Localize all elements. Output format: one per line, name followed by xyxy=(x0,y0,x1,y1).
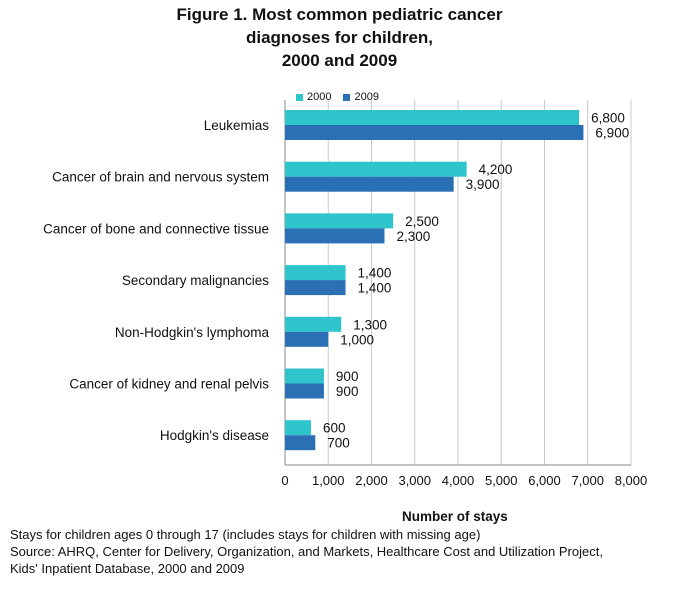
data-label-2000: 600 xyxy=(323,421,346,436)
footnote-source: Source: AHRQ, Center for Delivery, Organ… xyxy=(10,544,603,559)
x-tick-label: 1,000 xyxy=(312,473,345,488)
bar-2009 xyxy=(285,280,346,296)
bar-2009 xyxy=(285,331,329,347)
data-label-2000: 1,400 xyxy=(358,266,392,281)
category-label: Hodgkin's disease xyxy=(160,428,269,443)
x-tick-label: 8,000 xyxy=(615,473,648,488)
bar-2009 xyxy=(285,435,316,451)
x-tick-label: 5,000 xyxy=(485,473,518,488)
data-label-2009: 1,000 xyxy=(340,332,374,347)
x-tick-label: 6,000 xyxy=(528,473,561,488)
legend-label-2009: 2009 xyxy=(354,91,379,103)
x-axis-label: Number of stays xyxy=(402,509,508,524)
category-label: Cancer of brain and nervous system xyxy=(52,170,269,185)
bar-2000 xyxy=(285,161,467,177)
chart-title-line-1: Figure 1. Most common pediatric cancer xyxy=(176,5,503,24)
category-label: Secondary malignancies xyxy=(122,273,269,288)
data-label-2009: 2,300 xyxy=(396,229,430,244)
x-tick-label: 4,000 xyxy=(442,473,475,488)
legend-swatch-2000 xyxy=(296,93,303,101)
x-tick-label: 3,000 xyxy=(398,473,431,488)
x-tick-label: 0 xyxy=(281,473,288,488)
x-tick-label: 2,000 xyxy=(355,473,388,488)
bar-2009 xyxy=(285,176,454,192)
bar-2009 xyxy=(285,228,385,244)
footnote-stays: Stays for children ages 0 through 17 (in… xyxy=(10,527,481,542)
legend-label-2000: 2000 xyxy=(307,91,332,103)
data-label-2000: 900 xyxy=(336,369,359,384)
data-label-2009: 700 xyxy=(327,436,350,451)
x-tick-label: 7,000 xyxy=(571,473,604,488)
legend: 2000 2009 xyxy=(296,91,387,103)
data-label-2000: 1,300 xyxy=(353,317,387,332)
category-label: Non-Hodgkin's lymphoma xyxy=(115,325,270,340)
footnote-database: Kids' Inpatient Database, 2000 and 2009 xyxy=(10,561,245,576)
bar-2000 xyxy=(285,316,342,332)
data-label-2000: 4,200 xyxy=(479,162,513,177)
category-label: Cancer of bone and connective tissue xyxy=(43,221,269,236)
bar-2000 xyxy=(285,265,346,281)
data-label-2009: 3,900 xyxy=(466,177,500,192)
data-label-2000: 2,500 xyxy=(405,214,439,229)
bar-2000 xyxy=(285,368,324,384)
data-label-2009: 6,900 xyxy=(595,126,629,141)
data-label-2009: 900 xyxy=(336,384,359,399)
bar-2009 xyxy=(285,125,584,140)
bar-2009 xyxy=(285,383,324,399)
data-label-2000: 6,800 xyxy=(591,111,625,126)
chart-title-line-3: 2000 and 2009 xyxy=(281,51,398,70)
category-label: Leukemias xyxy=(204,118,270,133)
bar-2000 xyxy=(285,213,394,229)
category-label: Cancer of kidney and renal pelvis xyxy=(69,377,269,392)
chart-title-line-2: diagnoses for children, xyxy=(245,28,434,47)
legend-swatch-2009 xyxy=(343,93,351,101)
bar-2000 xyxy=(285,420,311,436)
bar-2000 xyxy=(285,110,580,125)
data-label-2009: 1,400 xyxy=(358,281,392,296)
